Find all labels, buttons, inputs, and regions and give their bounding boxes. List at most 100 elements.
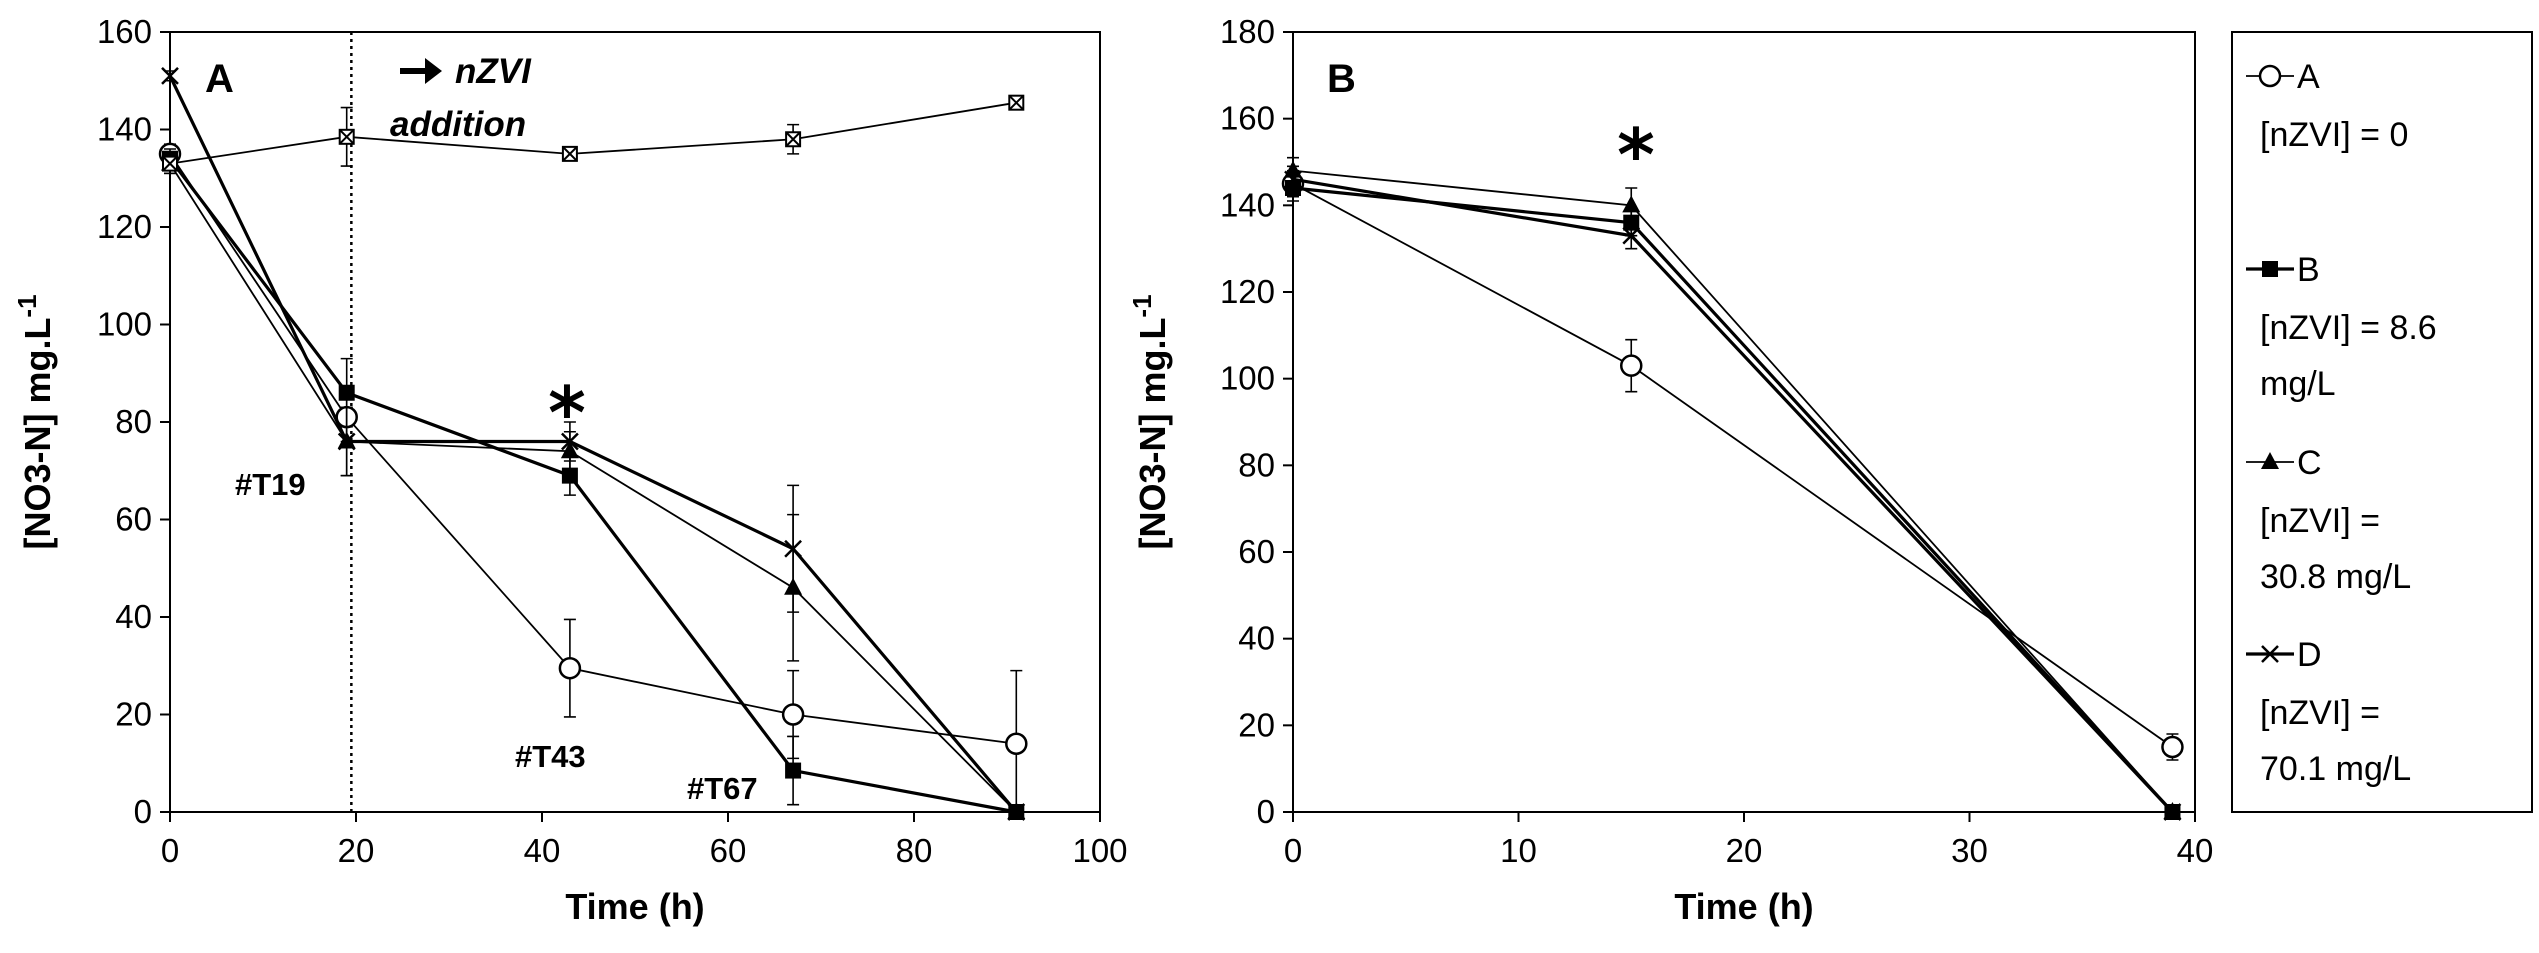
panel-b-series-d-line — [1292, 177, 2174, 814]
panel-b-ytick-label: 0 — [1257, 793, 1275, 830]
panel-a-point-d — [561, 432, 579, 451]
legend-entry-c: C [nZVI] = 30.8 mg/L — [2246, 444, 2411, 596]
panel-a-point-control-cross — [1008, 94, 1025, 111]
panel-a-point-d — [1007, 803, 1026, 821]
panel-a-xtick-label: 40 — [524, 832, 561, 869]
legend-marker-circle — [2258, 64, 2282, 88]
nzvi-arrow-icon — [400, 58, 442, 84]
panel-b-frame — [1292, 31, 2196, 813]
legend-label-line2: 30.8 mg/L — [2260, 558, 2411, 596]
panel-a-ytick-label: 140 — [97, 111, 152, 148]
panel-a-ytick-label: 0 — [134, 793, 152, 830]
legend-marker-x — [2261, 645, 2279, 663]
panel-a-point-a — [781, 703, 805, 726]
panel-b-xtick-label: 40 — [2177, 832, 2214, 869]
panel-b-xtick-label: 10 — [1500, 832, 1537, 869]
panel-b-ytick-label: 160 — [1220, 100, 1275, 137]
legend-marker-square — [2262, 261, 2278, 277]
panel-a-ytick-label: 40 — [115, 598, 152, 635]
panel-a-xtick-label: 100 — [1072, 832, 1127, 869]
panel-a-point-control-cross — [562, 146, 578, 162]
panel-a-ytick-label: 160 — [97, 13, 152, 50]
panel-a-point-control-cross — [785, 131, 801, 147]
legend-marker-triangle — [2261, 452, 2279, 469]
legend-key: C — [2297, 444, 2322, 482]
legend-key: D — [2297, 636, 2322, 674]
annotation-t19: #T19 — [235, 467, 306, 502]
panel-b-ytick-label: 60 — [1238, 533, 1275, 570]
panel-a-point-control — [338, 128, 355, 145]
panel-b-point-c — [1622, 195, 1641, 213]
annotation-nzvi: nZVI — [455, 52, 532, 91]
panel-b-ytick-label: 120 — [1220, 273, 1275, 310]
panel-a-ylabel-superscript: -1 — [12, 294, 42, 317]
panel-a-point-control — [561, 145, 578, 162]
panel-a-point-control — [785, 131, 802, 148]
legend-entry-b: B [nZVI] = 8.6 mg/L — [2246, 251, 2437, 403]
panel-a-point-control-cross — [162, 155, 178, 172]
panel-b-series-c-line — [1292, 169, 2174, 813]
panel-b-point-d — [2163, 803, 2182, 821]
panel-b-series-d — [1284, 165, 2182, 821]
panel-a-ytick-label: 20 — [115, 696, 152, 733]
panel-b-ytick-label: 80 — [1238, 446, 1275, 483]
annotation-star-b: * — [1617, 113, 1655, 197]
panel-b-xlabel: Time (h) — [1674, 886, 1813, 927]
annotation-addition: addition — [390, 105, 526, 144]
panel-a-point-control — [1008, 94, 1025, 111]
panel-b-chart: 0 20 40 60 80 100 120 140 160 180 0 10 20 30 40 Time (h… — [1127, 13, 2213, 927]
panel-b-xtick-label: 20 — [1726, 832, 1763, 869]
legend-entry-a: A [nZVI] = 0 — [2246, 58, 2408, 154]
panel-a-point-d — [784, 539, 802, 558]
panel-a-letter: A — [205, 57, 234, 101]
panel-b-point-a — [1620, 354, 1643, 377]
legend-box — [2231, 31, 2533, 813]
annotation-star-a: * — [548, 371, 586, 455]
panel-b-series-b — [1285, 174, 2181, 820]
panel-b-series-a-line — [1292, 182, 2173, 748]
panel-a-xtick-label: 0 — [161, 832, 179, 869]
annotation-t43: #T43 — [515, 739, 586, 774]
annotation-t67: #T67 — [687, 771, 758, 806]
panel-a-series-d — [161, 66, 1026, 821]
legend-label-line1: [nZVI] = — [2260, 502, 2380, 540]
panel-a-series-a-line — [169, 153, 1017, 745]
panel-b-ytick-label: 140 — [1220, 186, 1275, 223]
panel-a-ytick-label: 60 — [115, 501, 152, 538]
legend-label-line1: [nZVI] = — [2260, 694, 2380, 732]
panel-a-series-control — [162, 94, 1025, 175]
panel-b-series-b-line — [1292, 186, 2174, 814]
legend-label-line1: [nZVI] = 0 — [2260, 116, 2408, 154]
panel-a-point-b — [785, 762, 802, 779]
panel-b-point-d — [1622, 226, 1641, 245]
legend-label-line2: mg/L — [2260, 365, 2336, 403]
panel-b-ytick-label: 180 — [1220, 13, 1275, 50]
panel-b-xtick-label: 30 — [1951, 832, 1988, 869]
panel-b-ytick-label: 100 — [1220, 360, 1275, 397]
panel-a-point-control-cross — [338, 129, 355, 145]
panel-a-point-a — [1005, 732, 1028, 755]
panel-b-ylabel-superscript: -1 — [1127, 294, 1157, 317]
legend-key: B — [2297, 251, 2320, 289]
panel-b-xtick-label: 0 — [1284, 832, 1302, 869]
legend-entry-d: D [nZVI] = 70.1 mg/L — [2246, 636, 2411, 788]
panel-b-ylabel: [NO3-N] mg.L-1 — [1127, 294, 1173, 549]
panel-a-point-d — [161, 66, 179, 85]
panel-a-ytick-label: 100 — [97, 306, 152, 343]
panel-a-ylabel: [NO3-N] mg.L-1 — [12, 294, 58, 549]
panel-a-ytick-label: 80 — [115, 403, 152, 440]
panel-b-ytick-label: 40 — [1238, 620, 1275, 657]
panel-a-xtick-label: 80 — [896, 832, 933, 869]
panel-a-series-d-line — [168, 75, 1018, 814]
legend: A [nZVI] = 0 B [nZVI] = 8.6 mg/L C [nZVI] = 30.… — [2231, 31, 2533, 813]
panel-a-point-d — [337, 432, 356, 451]
panel-b-point-a — [2161, 735, 2184, 759]
panel-a-xlabel: Time (h) — [565, 886, 704, 927]
panel-a-series-control-line — [169, 101, 1017, 165]
panel-a-xtick-label: 60 — [710, 832, 747, 869]
panel-b-letter: B — [1327, 57, 1356, 101]
panel-b-point-d — [1284, 170, 1302, 189]
legend-label-line2: 70.1 mg/L — [2260, 750, 2411, 788]
legend-label-line1: [nZVI] = 8.6 — [2260, 309, 2437, 347]
